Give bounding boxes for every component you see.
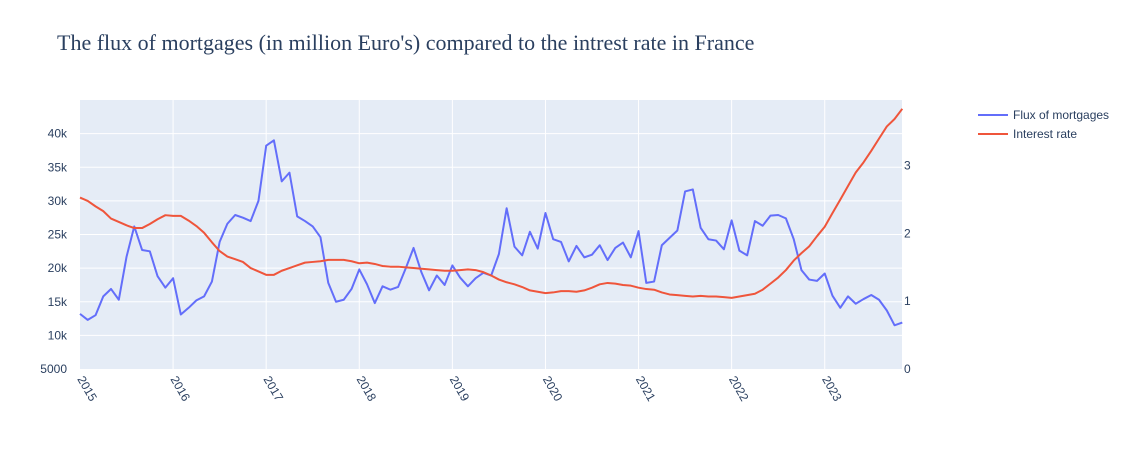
y-left-tick-label: 30k [48,194,68,208]
y-right-tick-label: 3 [904,159,911,173]
y-left-tick-label: 40k [48,127,68,141]
y-axis-right: 0 1 2 3 [904,159,911,376]
y-axis-left: 5000 10k 15k 20k 25k 30k 35k 40k [40,127,68,376]
y-left-tick-label: 25k [48,228,68,242]
legend: Flux of mortgages Interest rate [978,108,1109,141]
y-left-tick-label: 5000 [40,362,67,376]
series-line-interest-rate [79,108,904,299]
y-left-tick-label: 35k [48,160,68,174]
legend-label[interactable]: Interest rate [1013,127,1077,141]
y-left-tick-label: 10k [48,328,68,342]
y-right-tick-label: 1 [904,294,911,308]
y-left-tick-label: 20k [48,261,68,275]
y-right-tick-label: 2 [904,226,911,240]
y-right-tick-label: 0 [904,362,911,376]
y-left-tick-label: 15k [48,295,68,309]
legend-label[interactable]: Flux of mortgages [1013,108,1109,122]
gridlines [80,100,902,369]
series-layer [79,108,904,327]
chart-title: The flux of mortgages (in million Euro's… [57,30,754,55]
